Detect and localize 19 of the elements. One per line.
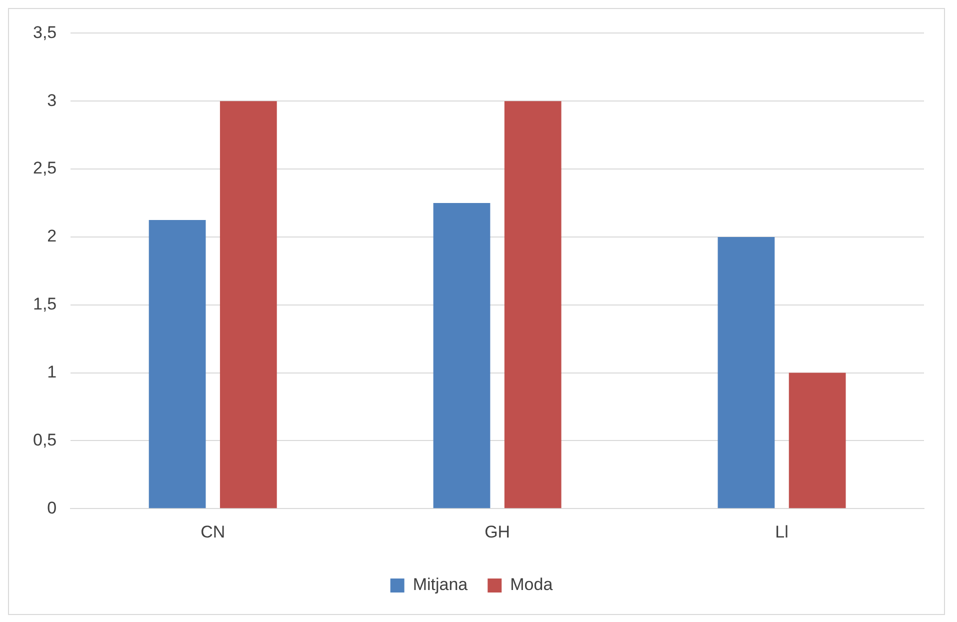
y-tick-label: 2,5 xyxy=(32,158,57,178)
bar xyxy=(148,220,206,508)
bar xyxy=(433,202,490,508)
bar xyxy=(504,101,562,508)
x-tick-label: CN xyxy=(200,522,226,542)
bar xyxy=(788,372,846,508)
legend-label: Mitjana xyxy=(412,575,468,594)
x-tick-label: GH xyxy=(484,522,510,542)
y-tick-label: 0 xyxy=(47,498,57,518)
bar xyxy=(718,236,775,508)
legend-label: Moda xyxy=(510,575,554,594)
y-tick-label: 1 xyxy=(47,362,57,382)
y-tick-label: 3,5 xyxy=(32,22,57,42)
y-tick-label: 0,5 xyxy=(32,430,57,450)
y-tick-label: 3 xyxy=(47,90,57,110)
y-tick-label: 2 xyxy=(47,226,57,246)
y-tick-label: 1,5 xyxy=(32,294,57,314)
bar xyxy=(220,101,277,508)
x-tick-label: Ll xyxy=(775,522,788,542)
